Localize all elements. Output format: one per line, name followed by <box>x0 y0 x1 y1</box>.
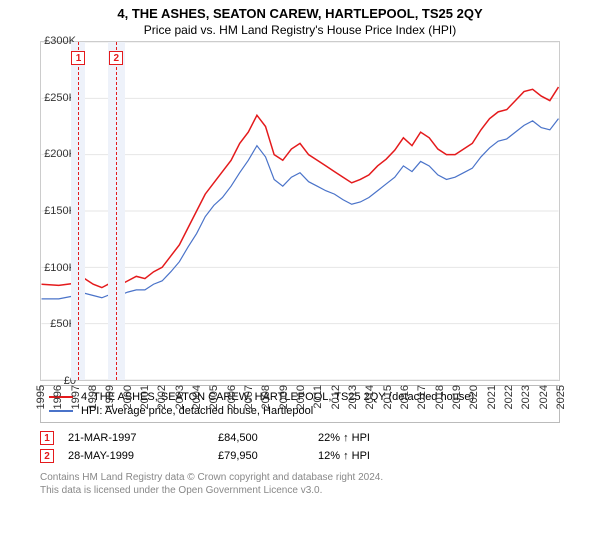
transaction-row: 2 28-MAY-1999£79,95012% ↑ HPI <box>40 447 560 465</box>
x-axis-tick: 2005 <box>208 385 220 409</box>
x-axis-tick: 1996 <box>52 385 64 409</box>
x-axis-tick: 2016 <box>399 385 411 409</box>
x-axis-tick: 2019 <box>451 385 463 409</box>
x-axis-tick: 2018 <box>434 385 446 409</box>
footnote-line: Contains HM Land Registry data © Crown c… <box>40 471 560 484</box>
transaction-marker-icon: 2 <box>40 449 54 463</box>
x-axis-tick: 2013 <box>347 385 359 409</box>
x-axis-tick: 2020 <box>468 385 480 409</box>
transaction-date: 21-MAR-1997 <box>68 432 218 444</box>
x-axis-tick: 2003 <box>174 385 186 409</box>
x-axis-tick: 2010 <box>295 385 307 409</box>
x-axis-tick: 2022 <box>503 385 515 409</box>
x-axis-tick: 1999 <box>104 385 116 409</box>
transaction-marker-icon: 1 <box>40 431 54 445</box>
x-axis-tick: 2000 <box>122 385 134 409</box>
x-axis-tick: 2017 <box>416 385 428 409</box>
transaction-marker: 2 <box>109 51 123 65</box>
x-axis-tick: 1995 <box>35 385 47 409</box>
x-axis-tick: 2006 <box>226 385 238 409</box>
chart-title: 4, THE ASHES, SEATON CAREW, HARTLEPOOL, … <box>0 0 600 21</box>
x-axis-tick: 2011 <box>312 385 324 409</box>
x-axis-tick: 1998 <box>87 385 99 409</box>
transaction-date: 28-MAY-1999 <box>68 450 218 462</box>
x-axis-tick: 1997 <box>70 385 82 409</box>
transaction-row: 1 21-MAR-1997£84,50022% ↑ HPI <box>40 429 560 447</box>
x-axis-tick: 2015 <box>382 385 394 409</box>
x-axis-tick: 2025 <box>555 385 567 409</box>
x-axis-tick: 2002 <box>156 385 168 409</box>
x-axis-tick: 2004 <box>191 385 203 409</box>
x-axis-tick: 2014 <box>364 385 376 409</box>
chart-subtitle: Price paid vs. HM Land Registry's House … <box>0 21 600 41</box>
transaction-price: £84,500 <box>218 432 318 444</box>
x-axis-tick: 2009 <box>278 385 290 409</box>
x-axis-tick: 2021 <box>486 385 498 409</box>
x-axis-tick: 2024 <box>538 385 550 409</box>
x-axis-tick: 2007 <box>243 385 255 409</box>
transaction-pct: 22% ↑ HPI <box>318 432 418 444</box>
transaction-pct: 12% ↑ HPI <box>318 450 418 462</box>
x-axis-tick: 2008 <box>260 385 272 409</box>
transaction-marker: 1 <box>71 51 85 65</box>
chart-area: £0£50K£100K£150K£200K£250K£300K 19951996… <box>40 41 600 381</box>
footnote-line: This data is licensed under the Open Gov… <box>40 484 560 497</box>
transaction-line <box>116 42 117 380</box>
x-axis-tick: 2001 <box>139 385 151 409</box>
transaction-price: £79,950 <box>218 450 318 462</box>
x-axis-tick: 2023 <box>520 385 532 409</box>
transaction-line <box>78 42 79 380</box>
transactions-table: 1 21-MAR-1997£84,50022% ↑ HPI 2 28-MAY-1999… <box>40 429 560 465</box>
legend-swatch <box>49 410 73 412</box>
x-axis-tick: 2012 <box>330 385 342 409</box>
footnote: Contains HM Land Registry data © Crown c… <box>40 471 560 497</box>
